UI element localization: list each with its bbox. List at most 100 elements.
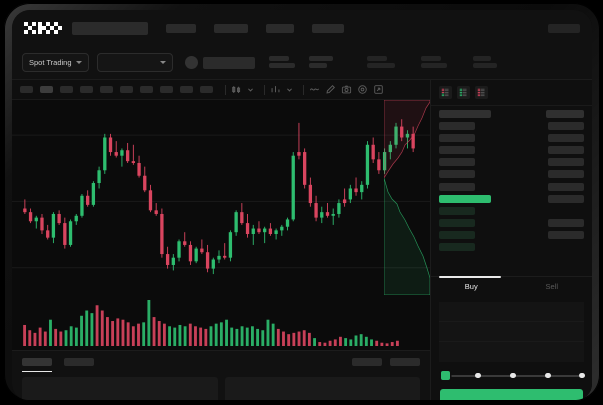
settings-gear-icon[interactable]: [357, 84, 368, 95]
timeframe-button-8[interactable]: [160, 86, 173, 93]
nav-item-3[interactable]: [266, 23, 294, 33]
orderbook-view-modes: [431, 80, 592, 106]
device-screen: Spot Trading: [12, 10, 592, 400]
slider-stop-25[interactable]: [475, 372, 481, 378]
order-price-field[interactable]: [439, 302, 584, 322]
order-amount-field[interactable]: [439, 322, 584, 342]
orderbook-row[interactable]: [439, 122, 584, 131]
tab-sell[interactable]: Sell: [545, 282, 558, 291]
timeframe-button-9[interactable]: [180, 86, 193, 93]
fullscreen-icon[interactable]: [373, 84, 384, 95]
amount-slider[interactable]: [440, 371, 585, 381]
timeframe-button-2[interactable]: [40, 86, 53, 93]
ticker-stat-3: [366, 55, 395, 70]
ticker-stat-value: [268, 62, 295, 68]
toolbar-divider: [225, 84, 226, 95]
app-header: [12, 10, 592, 46]
ticker-stat-label: [366, 55, 387, 61]
slider-stop-50[interactable]: [510, 372, 516, 378]
nav-item-1[interactable]: [166, 23, 196, 33]
volume-bar-chart[interactable]: [12, 296, 430, 350]
ticker-stat-label: [308, 55, 333, 61]
ticker-stat-4: [420, 55, 447, 70]
timeframe-button-6[interactable]: [120, 86, 133, 93]
orderbook-row[interactable]: [439, 146, 584, 155]
okx-logo[interactable]: [24, 22, 62, 34]
ticker-stat-value: [472, 62, 497, 68]
slider-handle[interactable]: [441, 371, 450, 380]
tab-buy[interactable]: Buy: [464, 282, 478, 291]
orderbook-row[interactable]: [439, 243, 584, 252]
nav-item-4[interactable]: [312, 23, 344, 33]
timeframe-button-5[interactable]: [100, 86, 113, 93]
coin-avatar-icon: [184, 56, 198, 69]
chart-panel[interactable]: [12, 100, 430, 350]
timeframe-button-7[interactable]: [140, 86, 153, 93]
chart-toolbar: [12, 80, 430, 100]
asks-only-view-icon[interactable]: [475, 86, 488, 99]
orderbook-header-row: [439, 110, 584, 118]
orderbook-row[interactable]: [439, 170, 584, 179]
pair-selector-dropdown[interactable]: [96, 53, 173, 72]
orderbook-row[interactable]: [439, 158, 584, 167]
chevron-down-icon: [159, 61, 166, 64]
ticker-stat-1: [268, 55, 295, 70]
orderbook-row[interactable]: [439, 206, 584, 215]
bottom-panel-actions: [344, 358, 420, 366]
toolbar-divider: [264, 84, 265, 95]
submit-buy-button[interactable]: [440, 389, 583, 400]
bottom-panel-content: [12, 366, 430, 400]
timeframe-button-10[interactable]: [200, 86, 213, 93]
camera-icon[interactable]: [341, 84, 352, 95]
ticker-stat-5: [472, 55, 497, 70]
ticker-stat-value: [366, 62, 395, 68]
bottom-tab-1[interactable]: [22, 358, 52, 372]
toolbar-divider: [303, 84, 304, 95]
pair-name: [202, 56, 255, 69]
bottom-panel: [12, 350, 430, 400]
price-candlestick-chart[interactable]: [12, 100, 430, 295]
ticker-stat-label: [420, 55, 441, 61]
bottom-tab-2[interactable]: [64, 358, 94, 366]
pencil-icon[interactable]: [325, 84, 336, 95]
candles-icon[interactable]: [231, 84, 242, 95]
timeframe-button-3[interactable]: [60, 86, 73, 93]
orderbook-row[interactable]: [439, 230, 584, 239]
market-type-label: Spot Trading: [29, 58, 72, 67]
market-depth-chart: [384, 100, 430, 295]
timeframe-button-1[interactable]: [20, 86, 33, 93]
bottom-content-box-1[interactable]: [22, 377, 218, 400]
search-input[interactable]: [72, 21, 148, 35]
order-panel: Buy Sell: [430, 80, 592, 400]
bottom-action-1[interactable]: [352, 358, 382, 366]
ticker-stat-2: [308, 55, 333, 70]
active-tab-indicator: [439, 276, 501, 278]
orderbook-row[interactable]: [439, 218, 584, 227]
orderbook-row[interactable]: [439, 182, 584, 191]
bottom-panel-tabs: [12, 351, 430, 372]
nav-item-account[interactable]: [548, 23, 580, 33]
order-total-field[interactable]: [439, 342, 584, 362]
ticker-stat-value: [420, 62, 447, 68]
timeframe-button-4[interactable]: [80, 86, 93, 93]
slider-stop-100[interactable]: [579, 372, 585, 378]
nav-item-2[interactable]: [214, 23, 248, 33]
indicators-icon[interactable]: [270, 84, 281, 95]
bottom-content-box-2[interactable]: [224, 377, 420, 400]
bids-only-view-icon[interactable]: [457, 86, 470, 99]
order-form: [431, 296, 592, 362]
chevron-down-icon[interactable]: [247, 84, 254, 95]
chevron-down-icon[interactable]: [286, 84, 293, 95]
ticker-stat-label: [268, 55, 289, 61]
market-type-dropdown[interactable]: Spot Trading: [22, 53, 89, 72]
ticker-stat-label: [472, 55, 491, 61]
ticker-bar: Spot Trading: [12, 46, 592, 80]
orderbook[interactable]: [431, 106, 592, 276]
both-sides-view-icon[interactable]: [439, 86, 452, 99]
orderbook-last-price-row[interactable]: [439, 194, 584, 203]
bottom-action-2[interactable]: [390, 358, 420, 366]
orderbook-row[interactable]: [439, 134, 584, 143]
slider-stop-75[interactable]: [545, 372, 551, 378]
line-wave-icon[interactable]: [309, 84, 320, 95]
